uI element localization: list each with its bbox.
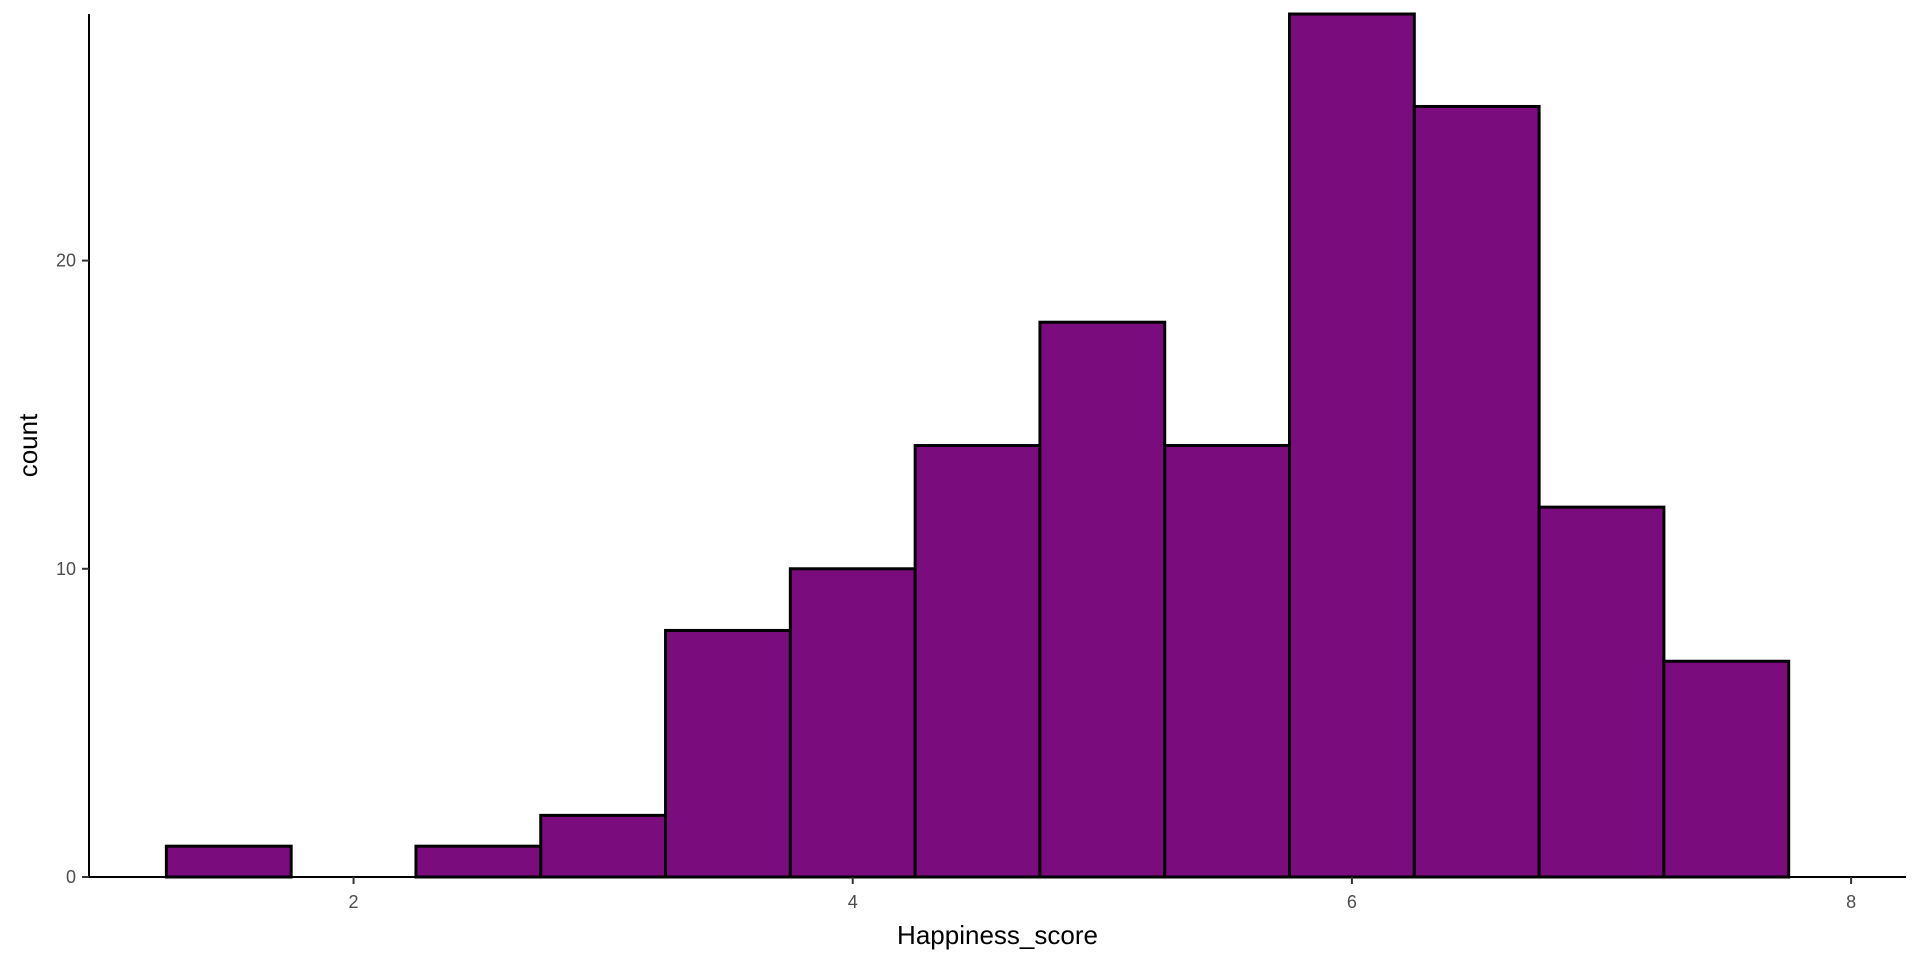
- histogram-bar-11: [1412, 104, 1541, 879]
- y-tick-label: 20: [56, 251, 76, 271]
- histogram-bar-3: [414, 844, 543, 879]
- x-axis-title: Happiness_score: [897, 920, 1098, 950]
- y-axis-ticks: 0 10 20: [56, 251, 89, 887]
- histogram-bar-5: [664, 628, 792, 879]
- histogram-bar-6: [788, 567, 917, 879]
- histogram-bar-8: [1038, 320, 1167, 879]
- histogram-bar-7: [913, 444, 1042, 879]
- histogram-bar-10: [1288, 12, 1416, 879]
- x-axis-ticks: 2 4 6 8: [349, 877, 1856, 912]
- histogram-bar-4: [539, 813, 668, 879]
- y-axis-title: count: [13, 413, 43, 477]
- histogram-bar-13: [1662, 659, 1791, 879]
- x-tick-label: 4: [848, 892, 858, 912]
- histogram-bar-1: [164, 844, 293, 879]
- histogram-bar-9: [1163, 444, 1292, 879]
- y-tick-label: 10: [56, 559, 76, 579]
- histogram-bars: [164, 12, 1791, 879]
- x-tick-label: 8: [1846, 892, 1856, 912]
- histogram-bar-12: [1537, 505, 1666, 879]
- x-tick-label: 2: [349, 892, 359, 912]
- y-tick-label: 0: [66, 867, 76, 887]
- x-tick-label: 6: [1347, 892, 1357, 912]
